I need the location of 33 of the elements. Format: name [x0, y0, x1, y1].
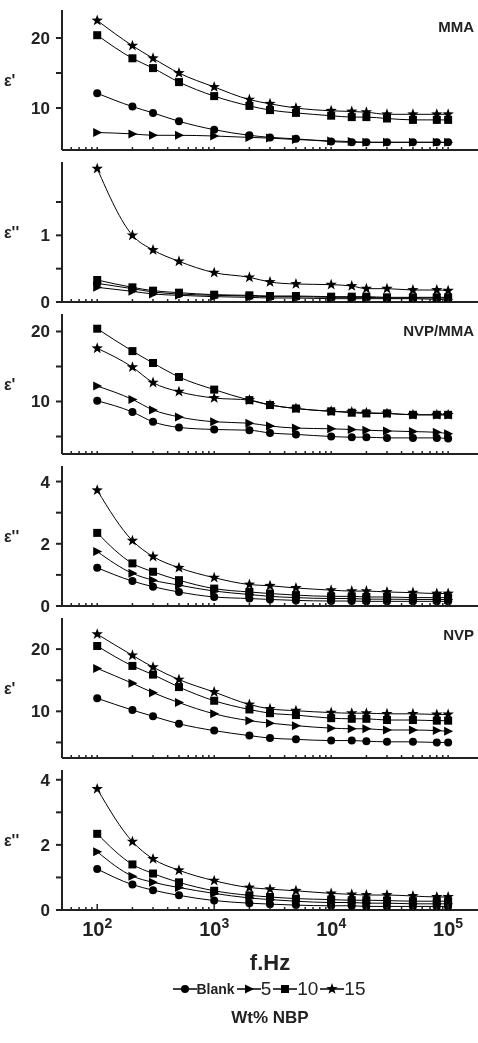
y-tick-label: 4 [40, 472, 51, 492]
annotation: MMA [438, 18, 474, 35]
y-tick-label: 10 [31, 702, 50, 722]
y-tick-label: 20 [31, 322, 50, 342]
annotation: NVP [443, 626, 474, 643]
y-tick-label: 10 [31, 392, 50, 412]
y-axis-title: ε'' [4, 831, 20, 849]
legend-label: Blank [196, 981, 235, 997]
legend-title: Wt% NBP [230, 1008, 310, 1028]
legend-label: 15 [344, 978, 366, 1000]
y-axis-title: ε' [4, 375, 16, 393]
legend-label: 5 [260, 978, 272, 1000]
y-tick-label: 1 [40, 226, 50, 246]
y-axis-title: ε'' [4, 527, 20, 545]
annotation: NVP/MMA [403, 322, 474, 339]
x-tick-label: 10$^{4}$ [316, 915, 347, 940]
x-tick-label: 10$^{3}$ [199, 915, 230, 940]
y-tick-label: 2 [40, 534, 50, 554]
x-tick-label: 10$^{2}$ [82, 915, 113, 940]
y-tick-label: 10 [31, 98, 50, 118]
y-tick-label: 0 [40, 596, 50, 616]
y-tick-label: 20 [31, 28, 50, 48]
y-axis-title: ε' [4, 71, 16, 89]
y-tick-label: 20 [31, 640, 50, 660]
y-axis-title: ε'' [4, 223, 20, 241]
x-tick-label: 10$^{5}$ [433, 915, 464, 940]
legend-label: 10 [297, 978, 319, 1000]
y-tick-label: 2 [40, 835, 50, 855]
y-tick-label: 4 [40, 770, 51, 790]
y-axis-title: ε' [4, 679, 16, 697]
y-tick-label: 0 [40, 292, 50, 312]
y-tick-label: 0 [40, 900, 50, 920]
x-axis-title: f.Hz [248, 950, 292, 976]
